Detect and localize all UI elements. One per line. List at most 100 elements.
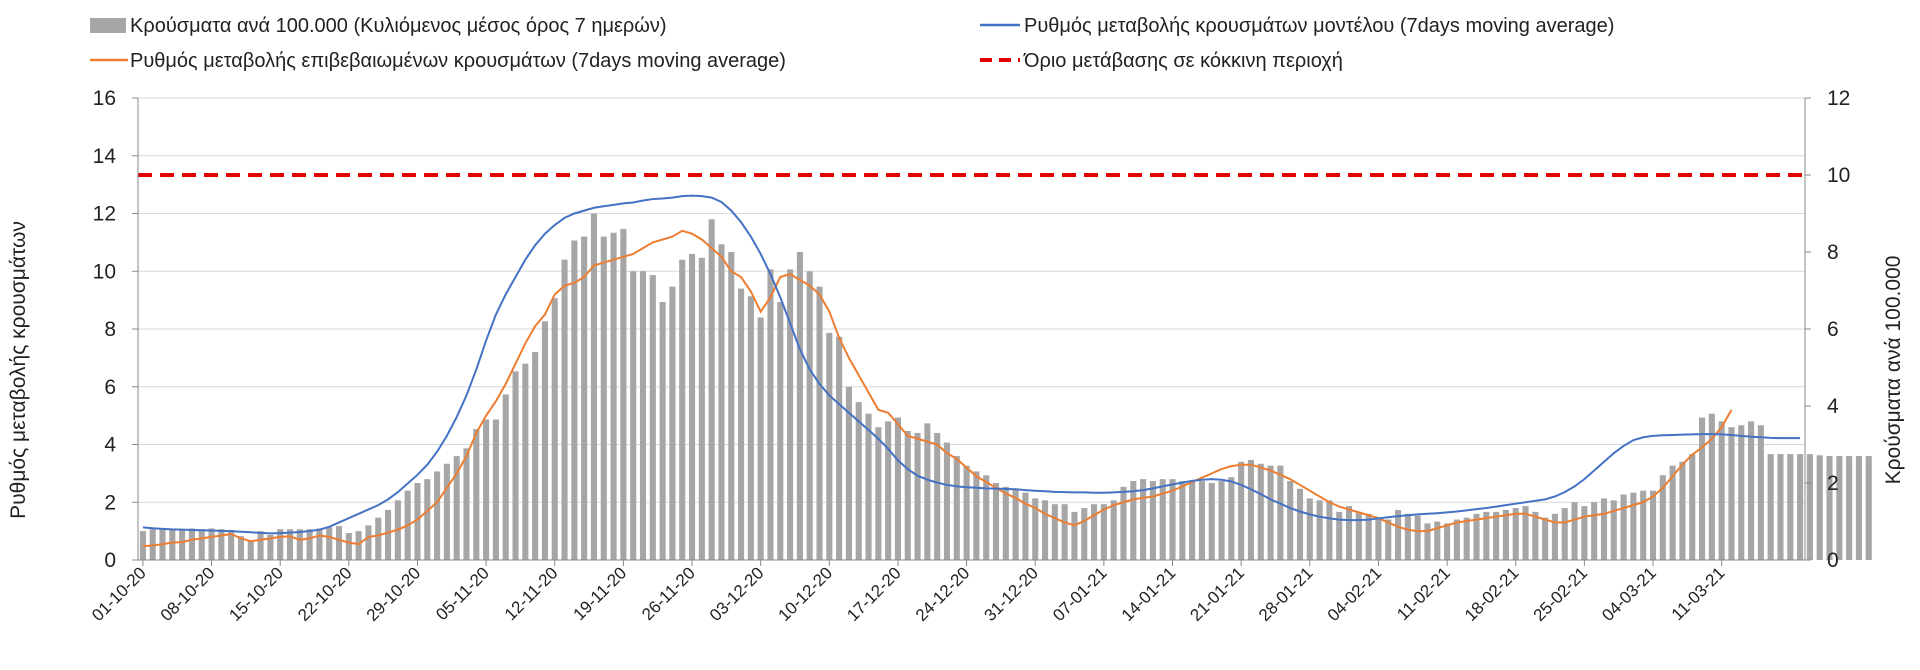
bar-cases [1698,417,1706,560]
bar-cases [610,232,617,560]
bar-cases [1306,498,1313,560]
bar-cases [443,463,450,560]
bar-cases [1444,523,1451,560]
y-left-tick-label: 10 [93,260,116,283]
bar-cases [1748,421,1755,560]
bar-cases [885,421,892,560]
bar-cases [296,529,303,560]
bar-cases [355,531,362,560]
bar-cases [375,517,382,560]
y-right-tick-label: 12 [1827,87,1850,110]
bar-cases [1708,413,1715,560]
bar-cases [679,259,686,560]
bar-cases [1159,479,1166,560]
bar-cases [1659,475,1666,560]
bar-cases [1130,481,1137,560]
bar-cases [316,528,323,560]
bar-cases [855,402,862,560]
legend-label-cases: Κρούσματα ανά 100.000 (Κυλιόμενος μέσος … [130,15,667,37]
bar-cases [1375,517,1382,560]
bar-cases [1777,454,1784,560]
bar-cases [649,275,656,560]
y-left-tick-label: 8 [104,318,116,341]
bar-cases [826,332,833,560]
bar-cases [1571,502,1578,560]
bar-cases [943,442,951,560]
bar-cases [894,417,901,560]
bar-cases [483,419,490,560]
bar-cases [1169,479,1176,560]
bar-cases [1591,502,1598,560]
bar-cases [1581,506,1588,560]
bar-cases [1149,481,1156,560]
legend-item-confirmed: Ρυθμός μεταβολής επιβεβαιωμένων κρουσμάτ… [90,50,786,72]
bar-cases [1238,461,1245,560]
bar-cases [473,429,480,560]
bar-cases [1689,454,1696,560]
bar-cases [1277,465,1284,560]
bar-cases [1836,456,1843,560]
bar-cases [953,456,960,560]
bar-cases [218,529,225,560]
bar-cases [532,352,539,560]
bar-cases [1620,494,1627,560]
bar-cases [1296,488,1304,560]
bar-cases [1767,454,1774,560]
bar-cases [1826,456,1833,560]
line-confirmed-rate [142,229,1733,548]
bar-cases [1649,490,1657,560]
bar-cases [541,321,548,560]
bar-cases [1434,521,1441,560]
bar-cases [1797,454,1804,560]
bar-cases [630,271,637,560]
bar-cases [757,317,764,560]
bar-cases [1493,511,1500,560]
bar-cases [492,419,499,560]
bar-cases [561,259,568,560]
y-right-tick-label: 2 [1827,472,1839,495]
y-left-tick-label: 2 [104,491,116,514]
bar-cases [698,257,705,560]
bar-cases [1355,511,1362,560]
bar-cases [747,296,754,560]
legend: Κρούσματα ανά 100.000 (Κυλιόμενος μέσος … [90,15,1614,72]
bar-cases [1728,427,1735,560]
bar-cases [1091,504,1098,560]
bar-cases [1385,519,1392,560]
bar-cases [1257,463,1264,560]
bar-cases [1855,456,1862,560]
bar-cases [767,269,774,560]
bar-cases [1640,490,1647,560]
bar-cases [267,534,274,560]
bar-cases [1208,483,1215,560]
bar-cases [345,533,352,560]
y-right-tick-label: 10 [1827,164,1850,187]
bar-cases [188,528,195,560]
bar-cases [502,394,509,560]
bar-cases [1600,498,1608,560]
bar-cases [1865,456,1872,560]
bar-cases [1022,492,1029,560]
y-right-tick-label: 0 [1827,549,1839,572]
bar-cases [1502,509,1509,560]
bar-cases [286,529,294,560]
bar-cases [1806,454,1813,560]
y-left-tick-label: 14 [93,145,117,168]
bar-cases [1100,504,1107,560]
bar-cases [551,298,558,560]
bar-cases [385,509,392,560]
bar-cases [277,529,284,560]
bar-cases [1453,519,1460,560]
bar-cases [1395,509,1402,560]
bar-cases [1061,504,1068,560]
y-right-tick-label: 8 [1827,241,1839,264]
bar-cases [796,252,803,560]
bar-cases [992,483,1000,560]
bar-cases [1846,456,1853,560]
bar-cases [669,286,676,560]
bar-cases [1051,504,1058,560]
bar-cases [1081,508,1088,560]
bar-cases [1071,511,1078,560]
bar-cases [590,213,598,560]
